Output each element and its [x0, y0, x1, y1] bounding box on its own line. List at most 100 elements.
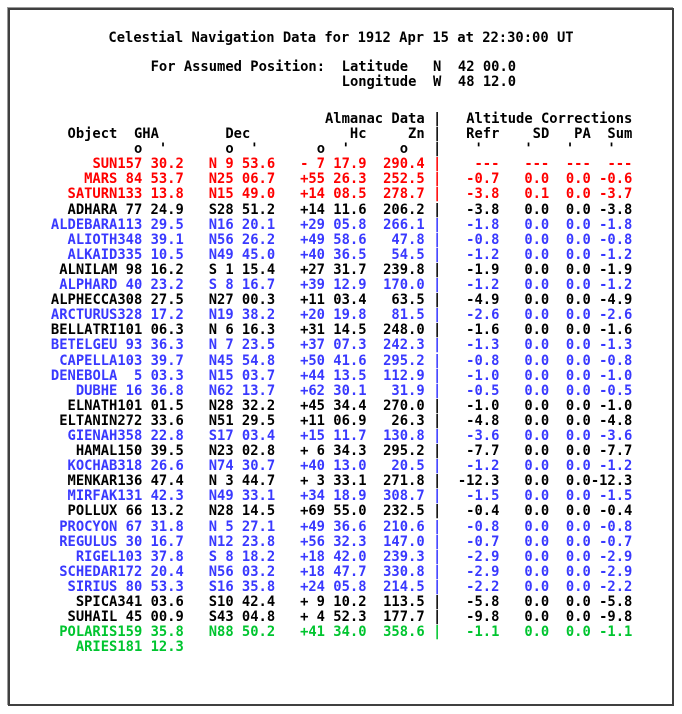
star-row-alkaid-hc: +40 36.5	[300, 246, 367, 263]
star-row-kochab-zn: 20.5	[391, 458, 425, 475]
star-row-sun-pa: ---	[565, 156, 591, 173]
star-row-adhara-name: ADHARA	[67, 201, 118, 218]
star-row-sirius-refr: -2.2	[466, 578, 500, 595]
star-row-alnilam-dec: S 1 15.4	[208, 261, 276, 278]
star-row-schedar-hc: +18 47.7	[300, 563, 367, 580]
star-row-sirius-name: SIRIUS	[67, 578, 118, 595]
star-row-denebola-sum: -1.0	[599, 367, 633, 384]
star-row-dubhe-name: DUBHE	[75, 382, 118, 399]
star-row-hamal-name: HAMAL	[75, 443, 118, 460]
star-row-alkaid-name: ALKAID	[67, 246, 118, 263]
star-row-procyon-name: PROCYON	[59, 518, 118, 535]
star-row-eltanin-hc: +11 06.9	[300, 412, 367, 429]
star-row-pollux-name: POLLUX	[67, 503, 118, 520]
star-row-alkaid-sum: -1.2	[599, 246, 633, 263]
star-row-capella-sd: 0.0	[524, 352, 550, 369]
star-row-alphard-name: ALPHARD	[59, 277, 118, 294]
units-row-gha: o '	[117, 141, 184, 158]
star-row-dubhe: DUBHE 16 36.8 N62 13.7 +62 30.1 31.9 | -0.5 0.0…	[26, 382, 633, 399]
star-row-polaris: POLARIS 159 35.8 N88 50.2 +41 34.0 358.6 | -1.…	[26, 625, 632, 640]
star-row-gienah: GIENAH 358 22.8 S17 03.4 +15 11.7 130.8 | -3.6…	[26, 427, 633, 444]
star-row-alnilam-sd: 0.0	[524, 261, 550, 278]
star-row-polaris-gha: 159 35.8	[117, 624, 184, 641]
star-row-mars-sd: 0.0	[524, 171, 550, 188]
star-row-kochab-dec: N74 30.7	[208, 458, 276, 475]
star-row-bellatri-pa: 0.0	[565, 322, 591, 339]
star-row-alkaid-dec: N49 45.0	[208, 246, 276, 263]
star-row-aries-pa	[549, 640, 591, 655]
star-row-arcturus: ARCTURUS 328 17.2 N19 38.2 +20 19.8 81.5 | -2.…	[26, 308, 632, 323]
star-row-capella-sum: -0.8	[599, 352, 633, 369]
star-row-alkaid-refr: -1.2	[466, 246, 500, 263]
star-row-aries-bar	[425, 640, 442, 655]
star-row-spica-bar: |	[432, 594, 442, 610]
star-row-alnilam-hc: +27 31.7	[300, 261, 367, 278]
column-header-row-bar: |	[432, 126, 442, 143]
altitude-corrections-group-header: Altitude Corrections	[466, 111, 633, 127]
star-row-aries-hc	[275, 640, 366, 655]
star-row-eltanin-gha: 272 33.6	[117, 412, 184, 429]
star-row-capella-hc: +50 41.6	[300, 352, 367, 369]
star-row-adhara-sum: -3.8	[599, 201, 633, 218]
star-row-mirfak-dec: N49 33.1	[208, 488, 276, 505]
star-row-sirius-dec: S16 35.8	[208, 578, 276, 595]
star-row-denebola: DENEBOLA 5 03.3 N15 03.7 +44 13.5 112.9 | -1.0…	[26, 367, 633, 384]
star-row-suhail-hc: + 4 52.3	[300, 609, 367, 626]
star-row-aries-gha: 181 12.3	[117, 639, 184, 656]
star-row-gienah-pa: 0.0	[565, 427, 591, 444]
star-row-gienah-dec: S17 03.4	[208, 427, 276, 444]
star-row-adhara-pa: 0.0	[565, 201, 591, 218]
star-row-schedar-sd: 0.0	[524, 563, 550, 580]
star-row-arcturus-name: ARCTURUS	[50, 307, 118, 324]
star-row-elnath-name: ELNATH	[67, 397, 118, 414]
star-row-dubhe-refr: -0.5	[466, 382, 500, 399]
star-row-adhara-hc: +14 11.6	[300, 201, 367, 218]
star-row-capella-zn: 295.2	[383, 352, 425, 369]
star-row-alphard-zn: 170.0	[383, 277, 425, 294]
star-row-hamal-refr: -7.7	[466, 443, 500, 460]
star-row-mars-bar: |	[432, 171, 442, 188]
star-row-adhara-dec: S28 51.2	[208, 201, 276, 218]
star-row-hamal-dec: N23 02.8	[208, 443, 276, 460]
star-row-pollux-refr: -0.4	[466, 503, 500, 520]
star-row-polaris-dec: N88 50.2	[208, 624, 276, 641]
star-row-betelgeu-pa: 0.0	[565, 337, 591, 354]
star-row-pollux: POLLUX 66 13.2 N28 14.5 +69 55.0 232.5 | -0.4 0…	[26, 503, 633, 520]
star-row-hamal-bar: |	[432, 443, 442, 460]
star-row-polaris-refr: -1.1	[466, 624, 500, 641]
star-row-mars-refr: -0.7	[466, 171, 500, 188]
star-row-mars-zn: 252.5	[383, 171, 425, 188]
star-row-rigel-name: RIGEL	[75, 548, 118, 565]
star-row-betelgeu-refr: -1.3	[466, 337, 500, 354]
star-row-elnath-sum: -1.0	[599, 397, 633, 414]
star-row-rigel-dec: S 8 18.2	[208, 548, 276, 565]
star-row-polaris-name: POLARIS	[59, 624, 118, 641]
star-row-procyon-dec: N 5 27.1	[208, 518, 276, 535]
star-row-aldebara-bar: |	[432, 216, 442, 233]
star-row-procyon-pa: 0.0	[565, 518, 591, 535]
star-row-saturn-zn: 278.7	[383, 186, 425, 203]
star-row-bellatri-bar: |	[432, 322, 442, 339]
star-row-dubhe-pa: 0.0	[565, 382, 591, 399]
star-row-adhara: ADHARA 77 24.9 S28 51.2 +14 11.6 206.2 | -3.8 0…	[26, 201, 633, 218]
star-row-betelgeu-sd: 0.0	[524, 337, 550, 354]
column-header-row-pa: PA	[549, 126, 591, 143]
star-row-saturn-gha: 133 13.8	[117, 186, 184, 203]
star-row-saturn-sd: 0.1	[524, 186, 550, 203]
star-row-mirfak-hc: +34 18.9	[300, 488, 367, 505]
star-row-alioth-dec: N56 26.2	[208, 231, 276, 248]
star-row-alnilam-name: ALNILAM	[59, 261, 118, 278]
star-row-regulus: REGULUS 30 16.7 N12 23.8 +56 32.3 147.0 | -0.7…	[26, 534, 632, 550]
group-header-row: Almanac Data | Altitude Corrections	[26, 111, 633, 127]
star-row-procyon-bar: |	[432, 518, 442, 535]
assumed-position-block: For Assumed Position: Latitude N 42 00.0 L…	[26, 59, 516, 90]
star-row-alphard-sum: -1.2	[599, 277, 633, 294]
star-row-aries-dec	[184, 640, 275, 655]
star-row-aldebara: ALDEBARA 113 29.5 N16 20.1 +29 05.8 266.1 | -1…	[26, 216, 632, 233]
column-header-row-dec: Dec	[183, 126, 276, 143]
star-row-menkar-dec: N 3 44.7	[208, 473, 276, 490]
column-header-row-sum: Sum	[590, 126, 633, 143]
star-row-suhail-zn: 177.7	[383, 609, 425, 626]
star-row-arcturus-gha: 328 17.2	[117, 307, 184, 324]
